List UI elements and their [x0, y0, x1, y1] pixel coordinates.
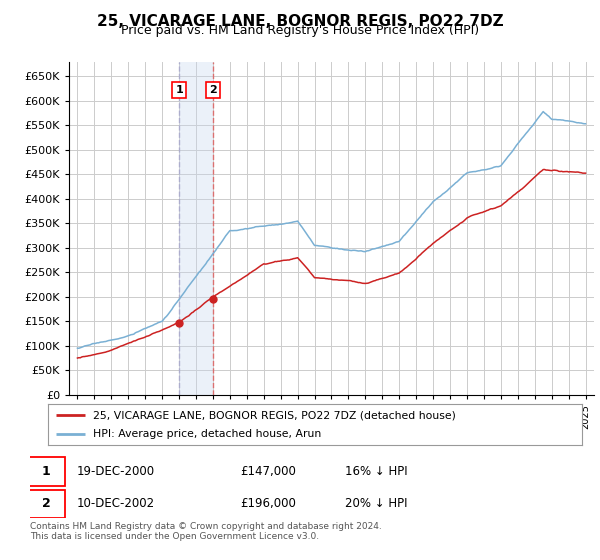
Text: 20% ↓ HPI: 20% ↓ HPI — [344, 497, 407, 510]
Text: Contains HM Land Registry data © Crown copyright and database right 2024.
This d: Contains HM Land Registry data © Crown c… — [30, 522, 382, 542]
Text: 25, VICARAGE LANE, BOGNOR REGIS, PO22 7DZ: 25, VICARAGE LANE, BOGNOR REGIS, PO22 7D… — [97, 14, 503, 29]
Text: 19-DEC-2000: 19-DEC-2000 — [77, 465, 155, 478]
Bar — [179, 62, 213, 395]
FancyBboxPatch shape — [27, 458, 65, 486]
FancyBboxPatch shape — [27, 489, 65, 518]
Text: Price paid vs. HM Land Registry's House Price Index (HPI): Price paid vs. HM Land Registry's House … — [121, 24, 479, 37]
Text: 25, VICARAGE LANE, BOGNOR REGIS, PO22 7DZ (detached house): 25, VICARAGE LANE, BOGNOR REGIS, PO22 7D… — [94, 410, 456, 421]
Text: £147,000: £147,000 — [240, 465, 296, 478]
Text: 2: 2 — [209, 85, 217, 95]
Text: 10-DEC-2002: 10-DEC-2002 — [77, 497, 155, 510]
Text: £196,000: £196,000 — [240, 497, 296, 510]
Text: 16% ↓ HPI: 16% ↓ HPI — [344, 465, 407, 478]
Text: 1: 1 — [41, 465, 50, 478]
Text: 2: 2 — [41, 497, 50, 510]
Text: HPI: Average price, detached house, Arun: HPI: Average price, detached house, Arun — [94, 429, 322, 439]
Text: 1: 1 — [175, 85, 183, 95]
